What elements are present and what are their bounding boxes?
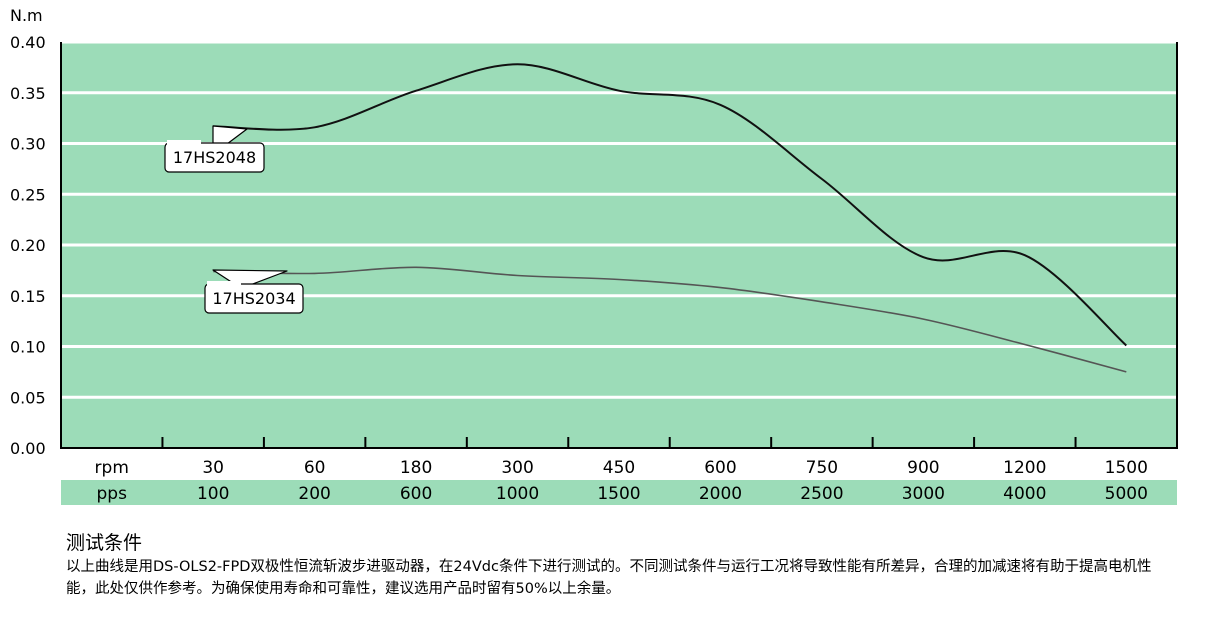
y-tick-label: 0.15 [10,287,46,306]
y-tick-label: 0.35 [10,84,46,103]
x-tick-label-rpm: 450 [603,458,635,478]
x-tick-label-pps: 3000 [902,484,945,504]
x-tick-label-pps: 4000 [1003,484,1046,504]
x-row-label-pps: pps [97,484,128,504]
y-tick-label: 0.30 [10,135,46,154]
series-label: 17HS2034 [212,289,295,308]
x-tick-label-pps: 2500 [800,484,843,504]
test-conditions-title: 测试条件 [66,532,143,554]
x-tick-label-rpm: 180 [400,458,432,478]
x-tick-label-pps: 5000 [1105,484,1148,504]
y-tick-labels: 0.00 0.05 0.10 0.15 0.20 0.25 0.30 0.35 0.40 [10,33,46,458]
x-tick-label-rpm: 600 [704,458,736,478]
x-row-label-rpm: rpm [95,458,129,478]
x-tick-label-pps: 200 [298,484,330,504]
x-tick-label-pps: 2000 [699,484,742,504]
y-tick-label: 0.05 [10,388,46,407]
torque-chart: 0.00 0.05 0.10 0.15 0.20 0.25 0.30 0.35 0.40 N.m… [10,6,1178,505]
x-tick-label-pps: 1000 [496,484,539,504]
y-tick-label: 0.00 [10,439,46,458]
series-labels: 17HS2048 17HS2034 [164,125,304,314]
x-tick-label-rpm: 900 [907,458,939,478]
y-tick-label: 0.20 [10,236,46,255]
x-axis-rows: rpm 30 60 180 300 450 600 750 900 1200 1500 pps 100 2… [95,458,1148,504]
x-tick-label-rpm: 30 [202,458,224,478]
series-lines [213,63,1127,373]
x-tick-label-pps: 100 [197,484,229,504]
test-conditions-text: 以上曲线是用DS-OLS2-FPD双极性恒流斩波步进驱动器，在24Vdc条件下进… [66,559,1152,597]
callout-box [164,142,265,173]
x-tick-label-pps: 1500 [597,484,640,504]
x-tick-marks [161,437,1077,448]
y-tick-label: 0.40 [10,33,46,52]
x-tick-label-pps: 600 [400,484,432,504]
pps-row-background [61,480,1177,505]
y-axis-unit: N.m [10,6,43,25]
x-tick-label-rpm: 1200 [1003,458,1046,478]
callout-join [167,140,201,145]
callout-box [204,283,304,314]
x-tick-label-rpm: 60 [304,458,326,478]
series-line-17HS2034 [213,266,1127,373]
x-tick-label-rpm: 300 [501,458,533,478]
callout-join [207,281,241,286]
series-line-17HS2048 [213,63,1127,347]
y-tick-label: 0.10 [10,338,46,357]
series-label: 17HS2048 [173,148,256,167]
y-tick-label: 0.25 [10,185,46,204]
x-tick-label-rpm: 1500 [1105,458,1148,478]
x-tick-label-rpm: 750 [806,458,838,478]
